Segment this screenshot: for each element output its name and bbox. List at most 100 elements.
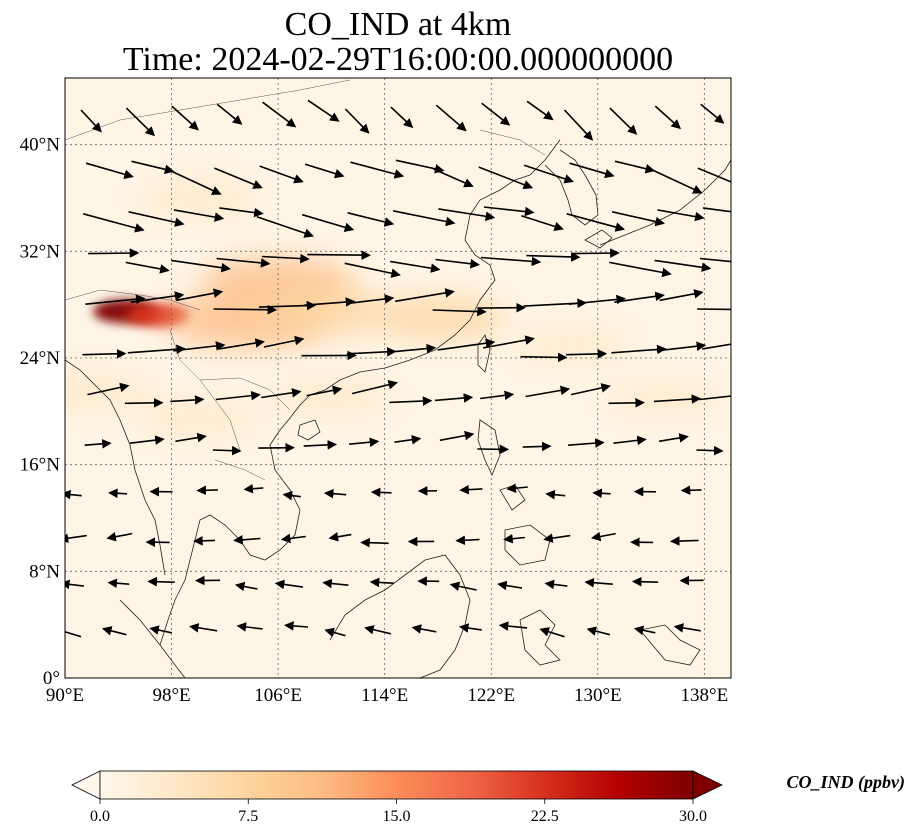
wind-arrow [216, 103, 243, 125]
wind-arrow [696, 445, 724, 456]
map-area [65, 78, 731, 678]
lat-tick-label: 16°N [20, 455, 61, 476]
wind-arrow [106, 531, 133, 542]
wind-arrow [282, 490, 301, 501]
wind-arrow [344, 108, 370, 134]
map-title-line2: Time: 2024-02-29T16:00:00.000000000 [123, 41, 673, 78]
wind-arrow [458, 623, 482, 633]
lat-tick-label: 0° [43, 668, 60, 689]
colorbar-tick-label: 7.5 [238, 808, 258, 825]
wind-arrow [130, 291, 185, 303]
wind-arrow [656, 341, 707, 352]
wind-arrow [259, 165, 304, 184]
wind-arrow [82, 213, 145, 233]
wind-arrow [411, 624, 437, 634]
wind-arrow [520, 352, 568, 363]
wind-arrow [653, 394, 702, 404]
wind-arrow [350, 161, 405, 179]
gridlines [65, 78, 731, 678]
wind-arrow [129, 435, 165, 445]
wind-arrow [170, 259, 231, 273]
wind-arrow [569, 162, 615, 179]
concentration-plume [268, 378, 395, 418]
wind-arrow [261, 388, 302, 399]
wind-arrow [65, 489, 82, 500]
wind-arrow [125, 107, 156, 137]
wind-arrow [539, 627, 565, 638]
wind-arrow [213, 304, 278, 315]
coastline-mindanao [504, 524, 551, 566]
wind-arrow [171, 105, 199, 131]
wind-arrow [566, 213, 626, 232]
wind-arrow [700, 103, 725, 124]
concentration-plume [65, 370, 157, 413]
wind-arrow [346, 347, 397, 357]
wind-arrow [680, 485, 702, 496]
wind-arrow [673, 623, 701, 633]
wind-arrow [586, 626, 611, 636]
wind-arrow [503, 533, 525, 544]
wind-arrow [392, 343, 437, 354]
wind-arrow [392, 210, 456, 227]
wind-arrow [196, 485, 218, 496]
coastline-sulawesi [519, 609, 561, 666]
coastline-hainan [297, 419, 321, 441]
wind-arrow [328, 532, 352, 542]
wind-arrow [173, 341, 226, 352]
wind-arrow [176, 288, 224, 302]
wind-arrow [84, 439, 112, 449]
map-title-line1: CO_IND at 4km [285, 6, 512, 43]
wind-arrow [658, 433, 689, 443]
wind-arrow [614, 291, 665, 303]
wind-arrow [611, 344, 667, 355]
wind-arrow [523, 164, 575, 184]
wind-arrow [609, 261, 672, 278]
wind-arrow [480, 256, 542, 267]
wind-arrow [360, 537, 389, 548]
wind-arrow [568, 438, 605, 448]
wind-arrow [395, 159, 445, 174]
wind-arrow [631, 576, 659, 587]
lon-tick-label: 106°E [254, 685, 302, 706]
wind-arrow [85, 162, 134, 179]
wind-arrow [307, 250, 371, 260]
wind-arrow [482, 335, 535, 349]
wind-arrow [274, 579, 304, 590]
wind-arrow [449, 581, 477, 591]
wind-arrow [652, 169, 703, 194]
lat-tick-label: 40°N [20, 135, 61, 156]
border-2 [169, 329, 241, 451]
lon-tick-label: 122°E [467, 685, 515, 706]
border-5 [65, 79, 351, 141]
wind-arrow [149, 625, 172, 635]
wind-arrow [525, 385, 571, 398]
wind-arrow [284, 621, 309, 631]
wind-arrow [351, 380, 399, 395]
wind-arrow [236, 622, 263, 632]
wind-arrow [437, 338, 496, 351]
country-borders [65, 79, 546, 481]
wind-arrow [438, 208, 496, 222]
wind-arrow [322, 578, 349, 589]
lon-tick-label: 98°E [152, 685, 190, 706]
wind-arrow [498, 621, 528, 631]
wind-arrow [521, 214, 564, 232]
colorbar-ticks: 0.0 7.5 15.0 22.5 30.0 [90, 799, 707, 825]
wind-arrow [87, 382, 130, 396]
wind-arrow [324, 627, 346, 637]
wind-arrow [483, 206, 535, 217]
wind-arrow [280, 533, 306, 544]
wind-arrow [611, 211, 665, 227]
concentration-plume [245, 286, 392, 337]
wind-arrow [219, 207, 264, 218]
lon-tick-label: 90°E [46, 685, 84, 706]
wind-arrow [570, 383, 611, 396]
wind-arrow [370, 487, 392, 498]
wind-arrow [349, 294, 395, 304]
wind-arrow [193, 536, 216, 546]
wind-arrow [654, 259, 712, 273]
wind-arrow [306, 385, 343, 397]
wind-arrow [303, 440, 338, 450]
wind-arrow [432, 306, 487, 317]
